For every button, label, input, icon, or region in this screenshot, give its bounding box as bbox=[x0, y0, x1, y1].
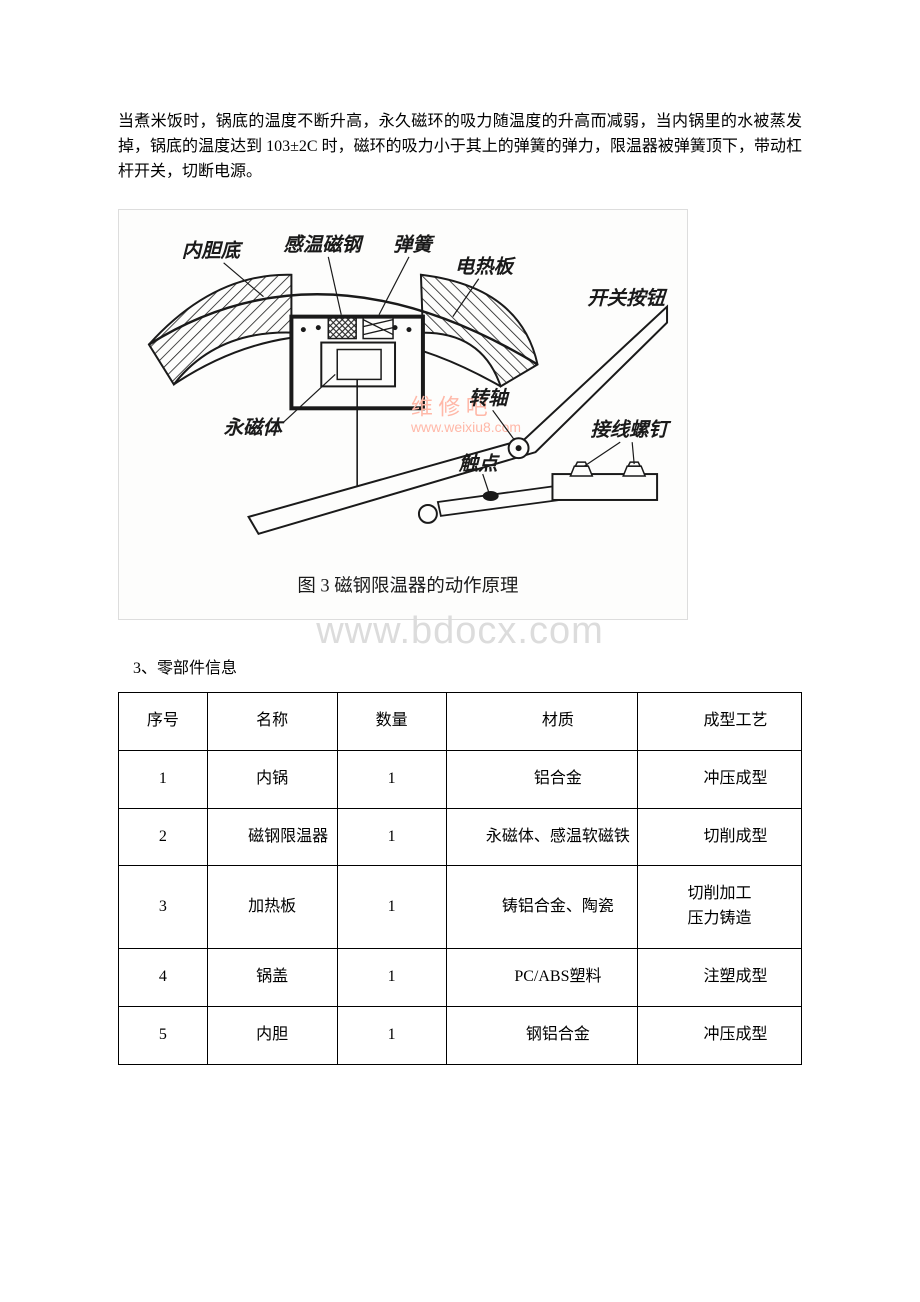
cell-material: 铝合金 bbox=[446, 750, 637, 808]
label-switch-button: 开关按钮 bbox=[587, 288, 668, 310]
cell-qty: 1 bbox=[337, 866, 446, 949]
cell-idx: 2 bbox=[119, 808, 208, 866]
cell-process: 冲压成型 bbox=[638, 1006, 802, 1064]
table-row: 3 加热板 1 铸铝合金、陶瓷 切削加工压力铸造 bbox=[119, 866, 802, 949]
cell-material: 铸铝合金、陶瓷 bbox=[446, 866, 637, 949]
figure-caption: 图 3 磁钢限温器的动作原理 bbox=[297, 576, 518, 596]
figure-watermark-url: www.weixiu8.com bbox=[410, 420, 521, 436]
label-inner-bottom: 内胆底 bbox=[182, 240, 244, 262]
col-qty-header: 数量 bbox=[337, 692, 446, 750]
cell-name: 内锅 bbox=[207, 750, 337, 808]
label-thermomagnet: 感温磁钢 bbox=[283, 234, 364, 256]
cell-idx: 3 bbox=[119, 866, 208, 949]
cell-material: 永磁体、感温软磁铁 bbox=[446, 808, 637, 866]
table-header: 序号 名称 数量 材质 成型工艺 bbox=[119, 692, 802, 750]
cell-process: 切削成型 bbox=[638, 808, 802, 866]
label-pivot: 转轴 bbox=[469, 388, 510, 410]
label-hotplate: 电热板 bbox=[455, 256, 517, 278]
cell-process: 冲压成型 bbox=[638, 750, 802, 808]
cell-idx: 1 bbox=[119, 750, 208, 808]
label-contact: 触点 bbox=[458, 453, 500, 475]
col-idx-header: 序号 bbox=[119, 692, 208, 750]
col-name-header: 名称 bbox=[207, 692, 337, 750]
cell-name: 锅盖 bbox=[207, 948, 337, 1006]
cell-material: 钢铝合金 bbox=[446, 1006, 637, 1064]
cell-idx: 4 bbox=[119, 948, 208, 1006]
cell-idx: 5 bbox=[119, 1006, 208, 1064]
cell-qty: 1 bbox=[337, 808, 446, 866]
table-row: 5 内胆 1 钢铝合金 冲压成型 bbox=[119, 1006, 802, 1064]
col-material-header: 材质 bbox=[446, 692, 637, 750]
cell-name: 磁钢限温器 bbox=[207, 808, 337, 866]
table-row: 4 锅盖 1 PC/ABS塑料 注塑成型 bbox=[119, 948, 802, 1006]
cell-qty: 1 bbox=[337, 750, 446, 808]
cell-process: 切削加工压力铸造 bbox=[638, 866, 802, 949]
cell-qty: 1 bbox=[337, 1006, 446, 1064]
parts-table: 序号 名称 数量 材质 成型工艺 1 内锅 1 铝合金 冲压成型 2 磁钢限温器… bbox=[118, 692, 802, 1065]
cell-name: 加热板 bbox=[207, 866, 337, 949]
cell-qty: 1 bbox=[337, 948, 446, 1006]
label-spring: 弹簧 bbox=[393, 234, 435, 256]
cell-material: PC/ABS塑料 bbox=[446, 948, 637, 1006]
figure-3: 维 修 吧 www.weixiu8.com 内胆底 感温磁钢 弹簧 电热板 开关… bbox=[118, 209, 688, 620]
limiter-diagram: 维 修 吧 www.weixiu8.com 内胆底 感温磁钢 弹簧 电热板 开关… bbox=[124, 215, 682, 614]
col-process-header: 成型工艺 bbox=[638, 692, 802, 750]
table-row: 2 磁钢限温器 1 永磁体、感温软磁铁 切削成型 bbox=[119, 808, 802, 866]
cell-name: 内胆 bbox=[207, 1006, 337, 1064]
table-row: 1 内锅 1 铝合金 冲压成型 bbox=[119, 750, 802, 808]
cell-process: 注塑成型 bbox=[638, 948, 802, 1006]
body-paragraph: 当煮米饭时，锅底的温度不断升高，永久磁环的吸力随温度的升高而减弱，当内锅里的水被… bbox=[118, 110, 802, 184]
section-3-heading: 3、零部件信息 bbox=[118, 654, 802, 678]
label-terminal-screw: 接线螺钉 bbox=[590, 420, 671, 442]
label-permanent-magnet: 永磁体 bbox=[224, 418, 286, 440]
